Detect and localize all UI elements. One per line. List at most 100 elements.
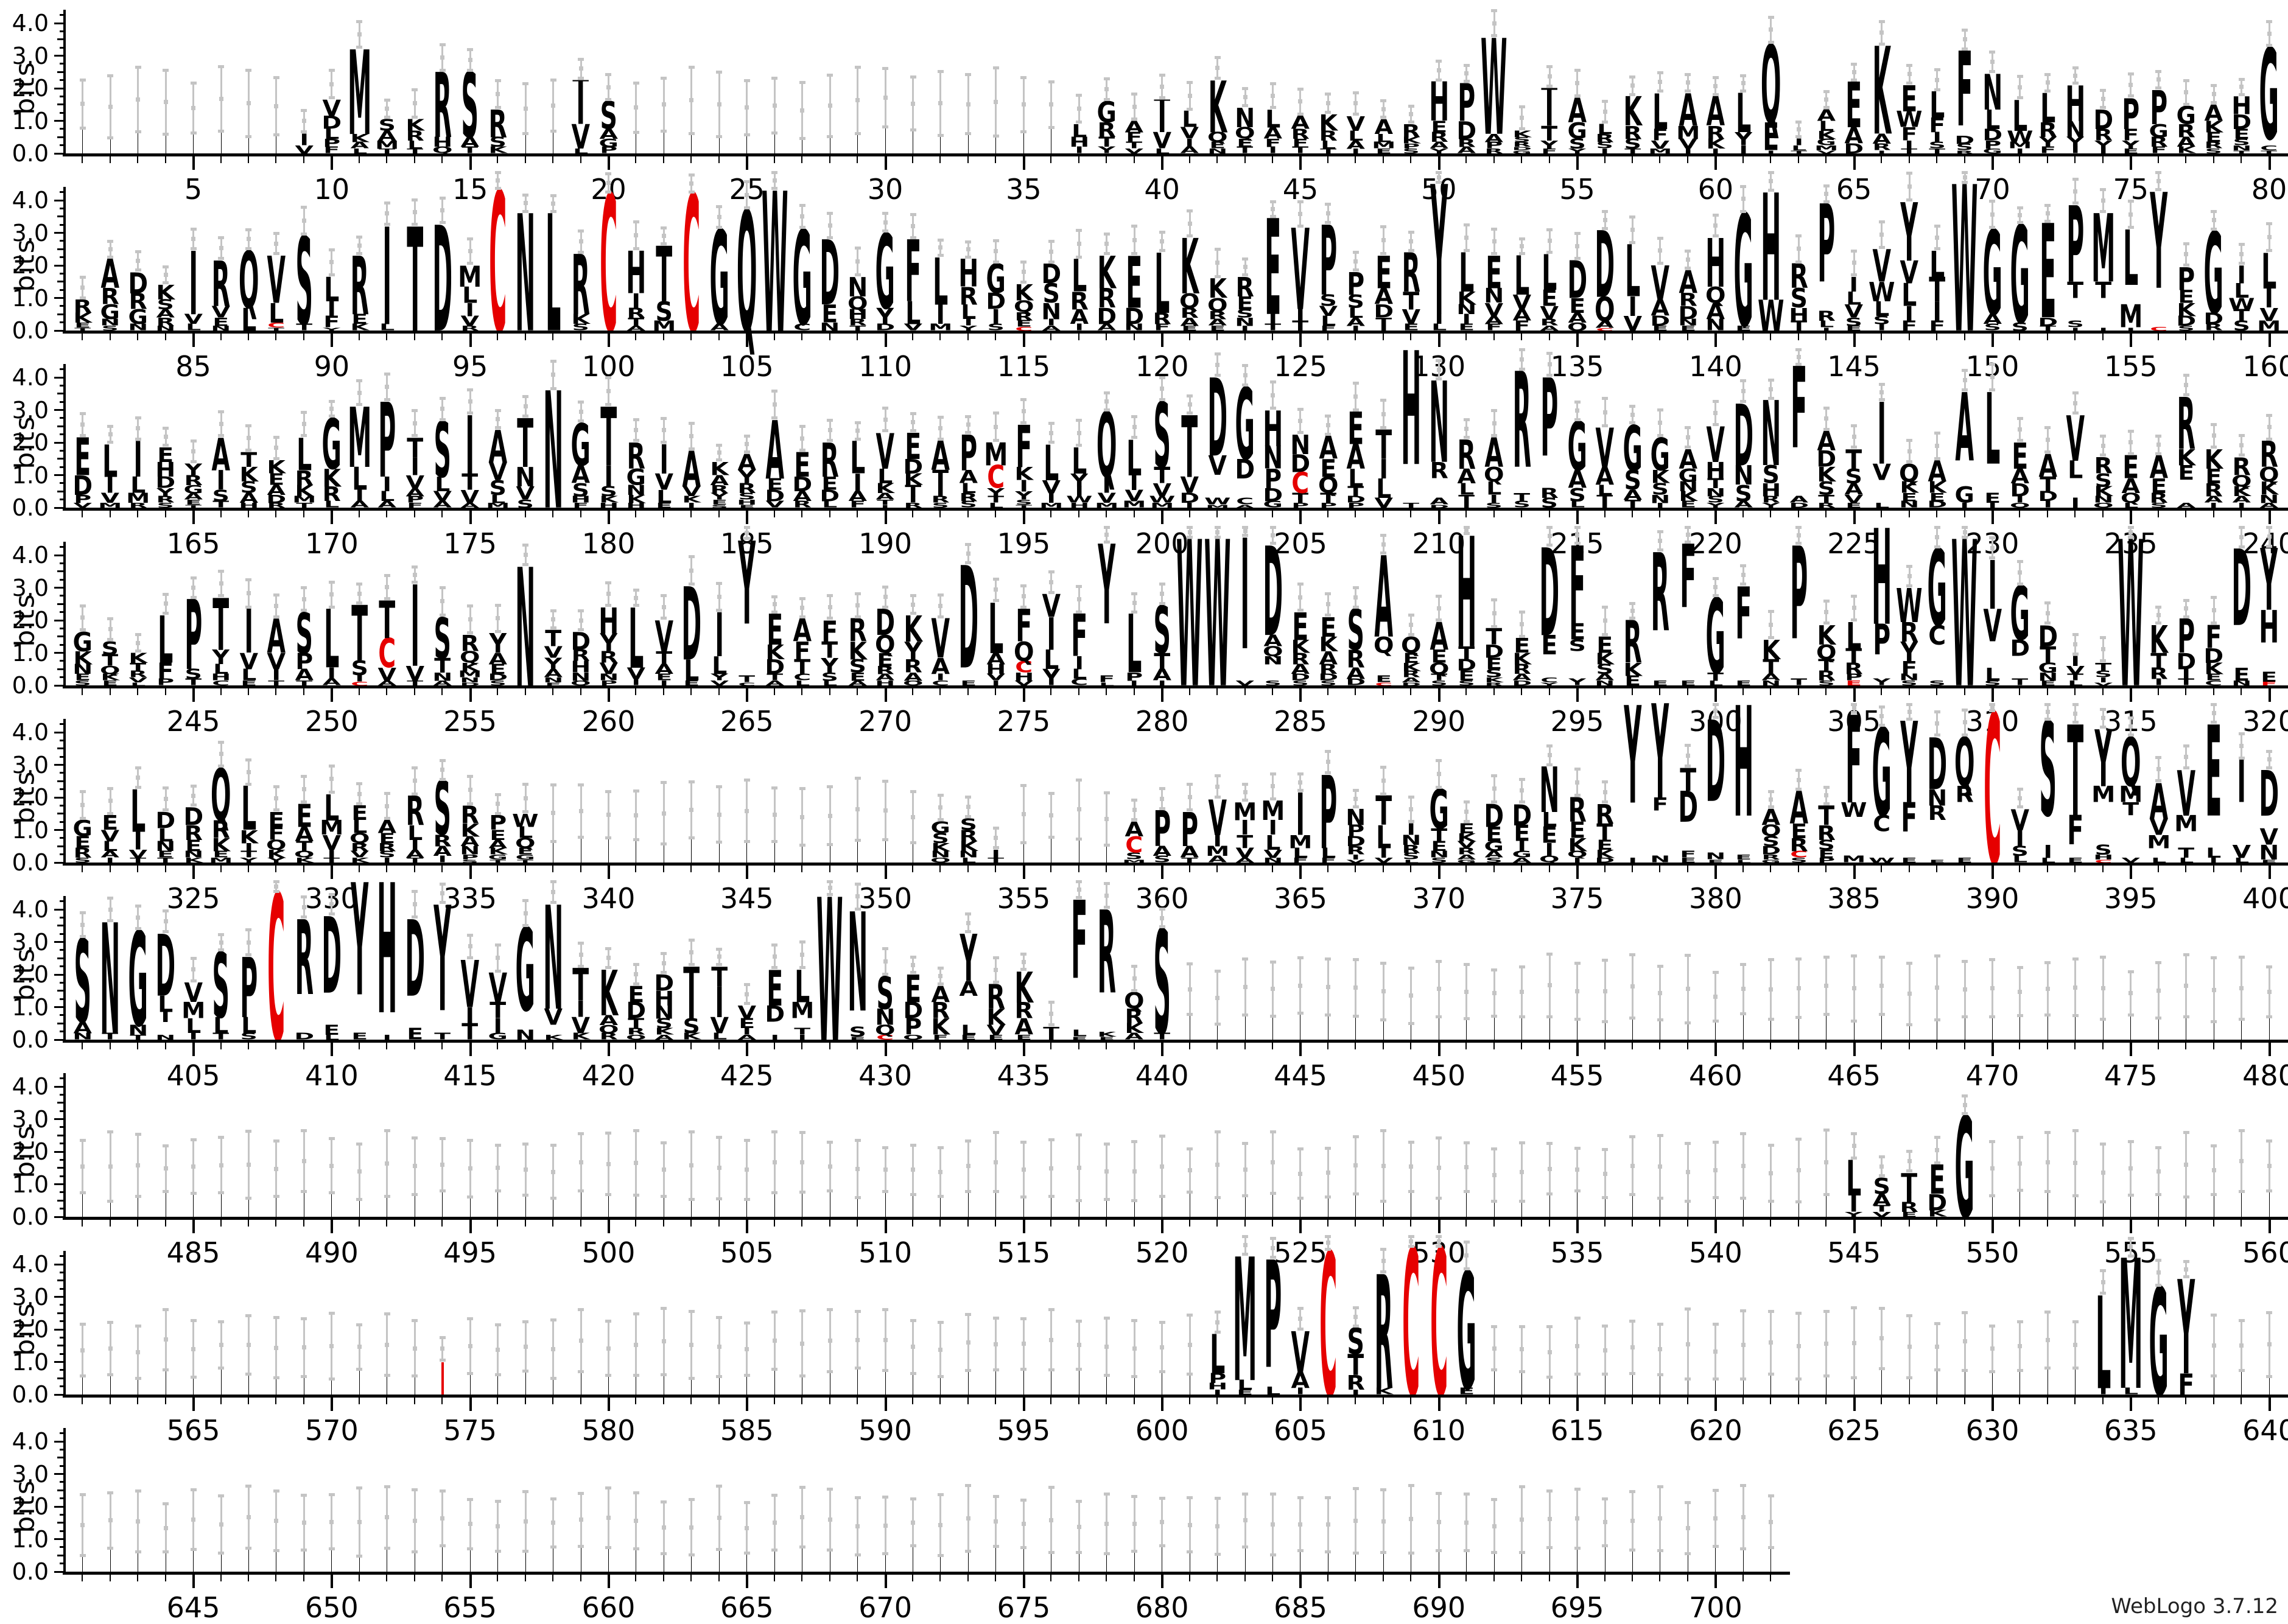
error-bar-cap-top: [467, 775, 474, 779]
error-bar-cap-bottom: [1767, 41, 1774, 44]
x-axis-tick: [1493, 511, 1495, 517]
error-bar-mid-knob: [1271, 533, 1275, 537]
error-bar-stem: [940, 1196, 941, 1217]
error-bar-cap-bottom: [190, 979, 197, 982]
error-bar-cap-top: [1546, 351, 1553, 355]
x-axis-tick: [413, 1220, 415, 1227]
logo-letter-E: E: [403, 1025, 427, 1043]
error-bar-mid-knob: [1381, 542, 1386, 547]
error-bar-cap-top: [1934, 68, 1940, 72]
error-bar-cap-top: [1048, 422, 1055, 425]
logo-letter-G: G: [1953, 1090, 1976, 1250]
x-axis-tick: [773, 156, 775, 163]
error-bar-cap-top: [190, 1138, 197, 1142]
logo-letter-S: S: [1925, 141, 1949, 151]
logo-letter-L: L: [1732, 83, 1755, 145]
error-bar-cap-top: [1546, 525, 1553, 529]
error-bar-stem: [497, 1191, 499, 1217]
logo-letter-H: H: [597, 600, 620, 642]
error-bar-cap-bottom: [2044, 89, 2051, 93]
x-axis-tick: [1548, 334, 1550, 340]
logo-letter-T: T: [403, 198, 427, 364]
logo-letter-E: E: [2036, 198, 2060, 349]
error-bar-cap-top: [356, 379, 363, 382]
error-bar-cap-top: [633, 1129, 639, 1132]
error-bar-cap-bottom: [1463, 1189, 1470, 1193]
error-bar-cap-top: [273, 435, 279, 439]
y-axis-tick-label: 0.0: [12, 1203, 49, 1230]
error-bar-cap-bottom: [1989, 556, 1996, 560]
logo-letter-R: R: [1510, 345, 1534, 499]
error-bar-mid-knob: [163, 1166, 168, 1171]
error-bar-cap-bottom: [522, 209, 529, 213]
error-bar-mid-knob: [2045, 709, 2050, 714]
error-bar-cap-top: [2155, 170, 2162, 174]
error-bar-mid-knob: [772, 103, 777, 108]
error-bar-mid-knob: [578, 239, 583, 244]
x-axis-tick: [109, 334, 111, 340]
error-bar-cap-top: [1187, 962, 1193, 966]
x-axis-tick: [1133, 1220, 1135, 1227]
x-axis-tick: [1299, 156, 1302, 170]
error-bar-cap-bottom: [1020, 967, 1027, 971]
error-bar-mid-knob: [108, 1164, 113, 1169]
error-bar-cap-bottom: [356, 1198, 363, 1202]
error-bar-cap-bottom: [882, 229, 889, 233]
error-bar-cap-bottom: [716, 458, 723, 462]
error-bar-mid-knob: [800, 108, 805, 113]
error-bar-cap-bottom: [522, 563, 529, 567]
error-bar-cap-bottom: [2266, 1015, 2273, 1018]
x-axis-tick: [275, 334, 277, 340]
error-bar-cap-top: [771, 1130, 778, 1134]
error-bar-cap-top: [605, 1132, 612, 1135]
error-bar-cap-bottom: [1518, 127, 1525, 130]
logo-letter-I: I: [1177, 137, 1201, 150]
logo-letter-R: R: [1510, 141, 1534, 149]
x-axis-tick: [386, 334, 388, 340]
logo-letter-E: E: [264, 808, 288, 831]
error-bar-cap-bottom: [218, 1367, 225, 1370]
logo-letter-V: V: [1177, 124, 1201, 142]
logo-letter-C: C: [679, 156, 703, 375]
logo-letter-G: G: [1870, 704, 1893, 844]
error-bar-cap-bottom: [522, 923, 529, 927]
error-bar-mid-knob: [634, 428, 639, 433]
error-bar-cap-bottom: [965, 1189, 972, 1193]
x-axis-tick: [1853, 1043, 1856, 1056]
error-bar-cap-top: [2016, 417, 2023, 421]
error-bar-cap-top: [605, 172, 612, 175]
error-bar-mid-knob: [108, 799, 113, 803]
error-bar-cap-top: [1325, 414, 1332, 418]
logo-letter-L: L: [1925, 85, 1949, 126]
error-bar-mid-knob: [1104, 86, 1109, 91]
x-axis-tick: [303, 866, 304, 872]
error-bar-mid-knob: [1160, 915, 1165, 920]
logo-letter-P: P: [2119, 90, 2142, 139]
logo-letter-Y: Y: [2257, 532, 2281, 631]
y-axis-title: bits: [9, 593, 41, 647]
error-bar-cap-top: [384, 792, 390, 796]
y-axis-line: [63, 1073, 66, 1217]
error-bar-mid-knob: [2128, 212, 2133, 217]
error-bar-stem: [746, 135, 748, 153]
logo-letter-T: T: [209, 584, 233, 667]
error-bar-cap-bottom: [1436, 785, 1442, 789]
error-bar-cap-top: [467, 388, 474, 392]
logo-letter-P: P: [1177, 803, 1201, 858]
error-bar-cap-top: [1574, 1146, 1581, 1150]
x-axis-tick: [441, 511, 443, 517]
x-axis-tick: [1797, 1220, 1799, 1227]
error-bar-cap-bottom: [1740, 209, 1747, 213]
logo-letter-R: R: [348, 240, 371, 333]
logo-letter-W: W: [1951, 145, 1978, 378]
logo-letter-E: E: [1427, 117, 1451, 136]
error-bar-mid-knob: [1298, 211, 1303, 216]
logo-letter-E: E: [348, 802, 371, 825]
error-bar-cap-bottom: [799, 1374, 805, 1378]
x-axis-tick: [1244, 156, 1246, 163]
error-bar-cap-bottom: [605, 603, 612, 607]
y-axis-tick: [60, 384, 63, 387]
error-bar-cap-bottom: [882, 429, 889, 433]
y-axis-tick: [57, 957, 63, 959]
error-bar-cap-top: [771, 76, 778, 80]
